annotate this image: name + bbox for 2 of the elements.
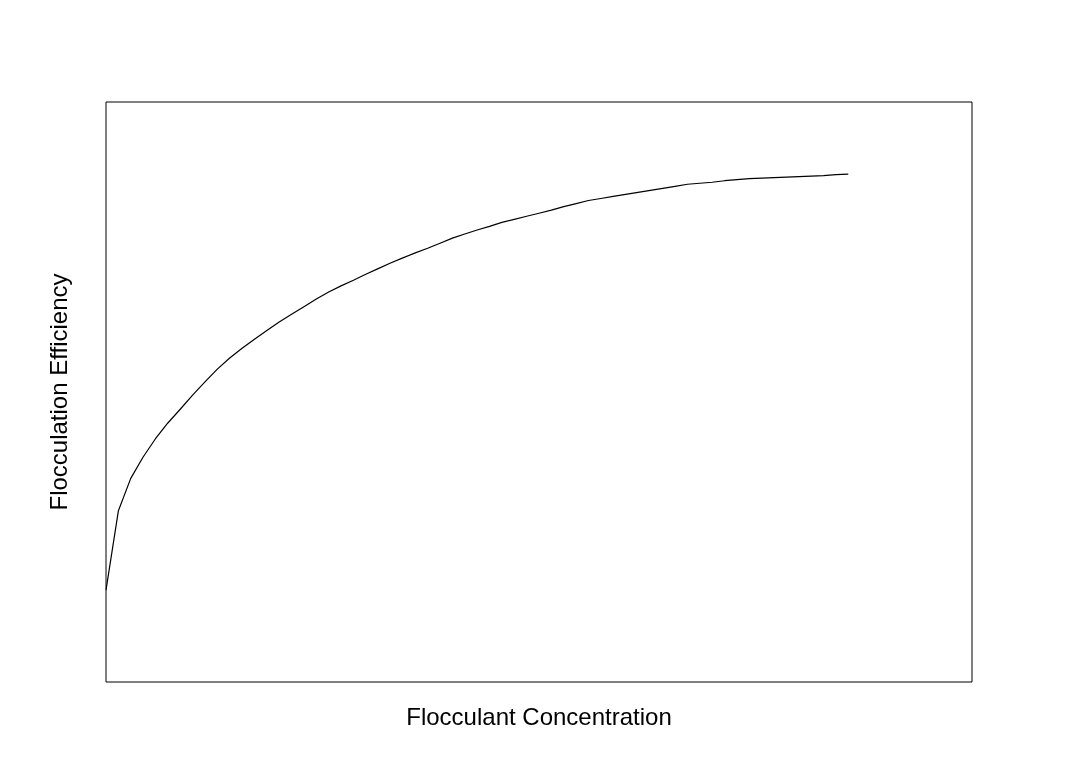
y-axis-title: Flocculation Efficiency [44,273,72,511]
x-axis-title: Flocculant Concentration [406,702,672,730]
